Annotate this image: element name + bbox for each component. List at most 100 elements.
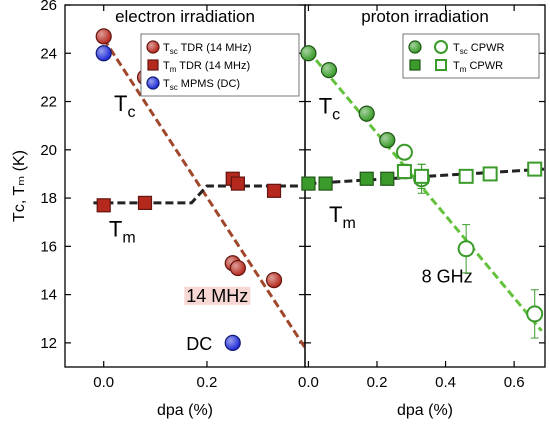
legend-label: Tm TDR (14 MHz) (163, 60, 250, 74)
x-axis-title: dpa (%) (397, 402, 453, 419)
annotation: 8 GHz (422, 267, 473, 287)
legend-subscript: m (170, 65, 177, 74)
guide-line (102, 37, 307, 349)
annotation-text: T (114, 91, 127, 116)
data-point (379, 132, 396, 149)
data-point (527, 161, 543, 177)
legend-label: Tm CPWR (453, 60, 503, 74)
annotation: Tc (114, 91, 135, 121)
legend-marker (408, 40, 422, 54)
y-tick-label: 18 (40, 190, 57, 207)
data-point (266, 183, 282, 198)
annotation-subscript: c (127, 104, 135, 121)
data-point (526, 305, 544, 323)
legend-label: Tsc CPWR (453, 42, 504, 56)
annotation-subscript: m (342, 215, 355, 232)
annotation-text: 14 MHz (186, 286, 248, 306)
data-point (457, 240, 475, 258)
legend-label: Tsc TDR (14 MHz) (163, 42, 251, 56)
panel-title: electron irradiation (115, 7, 255, 26)
y-axis-title: Tᴄ, Tₘ (K) (11, 150, 28, 222)
legend-symbol: T (163, 42, 170, 54)
data-point (395, 143, 413, 161)
panel-title: proton irradiation (361, 7, 489, 26)
y-tick-label: 22 (40, 94, 57, 111)
data-point (358, 105, 375, 122)
data-point (482, 166, 498, 182)
legend-symbol: T (163, 78, 170, 90)
guide-line (308, 167, 546, 186)
data-point (359, 171, 374, 186)
legend-symbol: T (453, 42, 460, 54)
x-axis-title: dpa (%) (157, 402, 213, 419)
x-tick-label: 0.2 (367, 374, 388, 391)
legend-symbol: T (453, 60, 460, 72)
data-point (95, 28, 112, 45)
guide-line (307, 49, 543, 332)
legend-box (140, 33, 300, 97)
annotation-text: T (329, 202, 342, 227)
annotation-text: T (319, 94, 332, 119)
legend-text-rest: TDR (14 MHz) (176, 60, 250, 72)
legend-subscript: m (460, 65, 467, 74)
data-point (396, 164, 412, 180)
annotation-subscript: m (122, 230, 135, 247)
data-point (230, 176, 246, 191)
legend: Tsc TDR (14 MHz)Tm TDR (14 MHz)Tsc MPMS … (140, 33, 300, 97)
annotation-text: 8 GHz (422, 267, 473, 287)
data-point (95, 45, 112, 62)
data-point (318, 176, 333, 191)
legend-label: Tsc MPMS (DC) (163, 78, 240, 92)
legend-box (402, 33, 540, 79)
annotation-background (184, 286, 251, 305)
annotation: 14 MHz (186, 286, 248, 306)
legend-marker (146, 76, 160, 90)
legend-subscript: sc (170, 83, 178, 92)
legend-text-rest: CPWR (468, 42, 505, 54)
y-tick-label: 14 (40, 287, 57, 304)
y-tick-label: 16 (40, 238, 57, 255)
legend-subscript: sc (170, 47, 178, 56)
data-point (414, 168, 430, 184)
annotation-subscript: c (332, 107, 340, 124)
data-point (224, 334, 241, 351)
legend-text-rest: TDR (14 MHz) (178, 42, 252, 54)
x-tick-label: 0.0 (93, 374, 114, 391)
annotation-text: DC (186, 334, 212, 354)
data-point (301, 176, 316, 191)
x-tick-label: 0.0 (298, 374, 319, 391)
annotation: Tm (109, 217, 136, 247)
annotation-text: T (109, 217, 122, 242)
y-tick-label: 12 (40, 335, 57, 352)
annotation: DC (186, 334, 212, 354)
annotation: Tm (329, 202, 356, 232)
data-point (137, 195, 153, 210)
data-point (96, 198, 111, 213)
legend-marker (147, 59, 159, 71)
data-point (300, 45, 317, 62)
data-point (380, 171, 395, 186)
x-tick-label: 0.6 (504, 374, 525, 391)
x-tick-label: 0.4 (435, 374, 456, 391)
legend-marker (435, 59, 447, 71)
data-point (229, 259, 247, 277)
annotation: Tc (319, 94, 340, 124)
y-tick-label: 26 (40, 0, 57, 14)
legend-marker (434, 40, 448, 54)
legend-symbol: T (163, 60, 170, 72)
data-point (265, 272, 283, 289)
y-tick-label: 20 (40, 142, 57, 159)
data-point (320, 62, 338, 79)
legend-marker (409, 59, 421, 71)
legend-text-rest: CPWR (466, 60, 503, 72)
legend-subscript: sc (460, 47, 468, 56)
y-tick-label: 24 (40, 45, 57, 62)
y-axis: 12 14 16 18 20 22 24 26 Tᴄ, Tₘ (K) (11, 0, 57, 352)
legend-text-rest: MPMS (DC) (178, 78, 240, 90)
legend-marker (146, 40, 160, 54)
x-tick-label: 0.2 (197, 374, 218, 391)
